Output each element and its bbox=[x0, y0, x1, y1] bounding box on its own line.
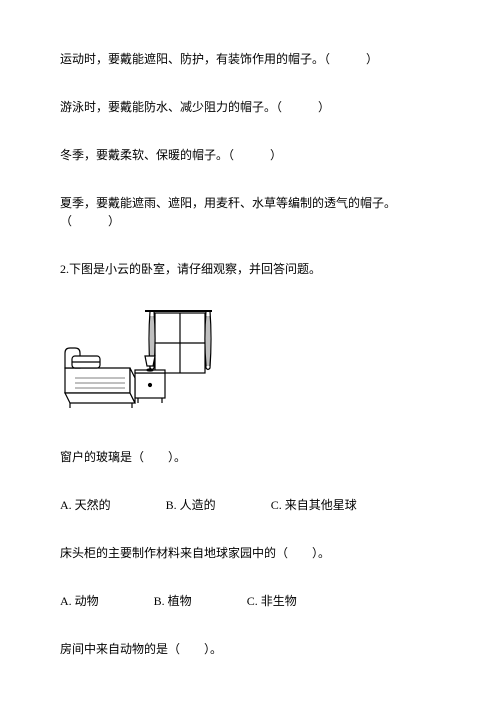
question-4: 夏季，要戴能遮雨、遮阳，用麦秆、水草等编制的透气的帽子。（ ） bbox=[60, 194, 440, 230]
option-1b: B. 人造的 bbox=[166, 496, 216, 514]
option-1c: C. 来自其他星球 bbox=[271, 496, 357, 514]
question-8: 房间中来自动物的是（ ）。 bbox=[60, 640, 440, 658]
option-2b: B. 植物 bbox=[154, 592, 192, 610]
option-2a: A. 动物 bbox=[60, 592, 99, 610]
question-1: 运动时，要戴能遮阳、防护，有装饰作用的帽子。（ ） bbox=[60, 50, 440, 68]
options-group-2: A. 动物 B. 植物 C. 非生物 bbox=[60, 592, 440, 610]
question-6: 窗户的玻璃是（ ）。 bbox=[60, 448, 440, 466]
question-7: 床头柜的主要制作材料来自地球家园中的（ ）。 bbox=[60, 544, 440, 562]
question-3: 冬季，要戴柔软、保暖的帽子。（ ） bbox=[60, 146, 440, 164]
option-1a: A. 天然的 bbox=[60, 496, 111, 514]
question-5: 2.下图是小云的卧室，请仔细观察，并回答问题。 bbox=[60, 260, 440, 278]
bedroom-illustration bbox=[60, 308, 440, 423]
option-2c: C. 非生物 bbox=[247, 592, 297, 610]
options-group-1: A. 天然的 B. 人造的 C. 来自其他星球 bbox=[60, 496, 440, 514]
question-2: 游泳时，要戴能防水、减少阻力的帽子。（ ） bbox=[60, 98, 440, 116]
